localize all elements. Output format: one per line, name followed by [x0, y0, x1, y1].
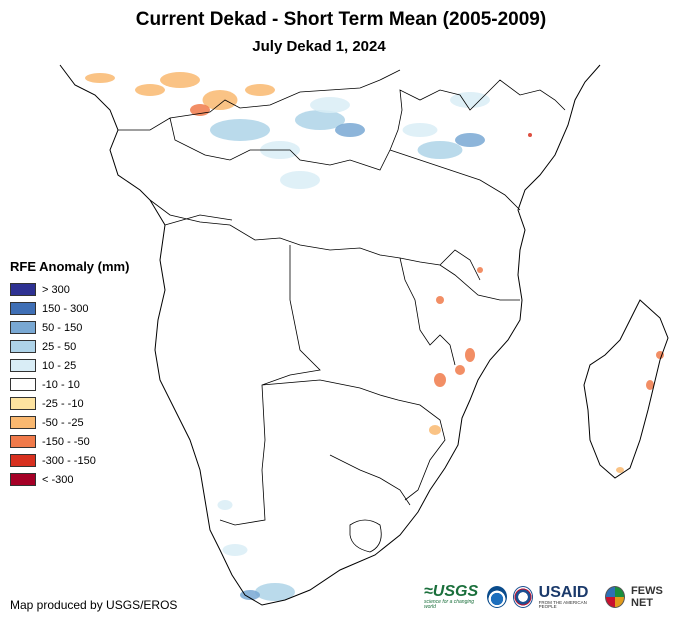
anomaly-patch	[245, 84, 275, 96]
anomaly-patch	[528, 133, 532, 137]
legend-swatch	[10, 302, 36, 315]
legend-item: 10 - 25	[10, 356, 129, 375]
legend-label: -50 - -25	[42, 416, 84, 429]
map-title: Current Dekad - Short Term Mean (2005-20…	[135, 9, 547, 30]
legend-label: 150 - 300	[42, 302, 89, 315]
anomaly-patch	[455, 365, 465, 375]
legend-swatch	[10, 397, 36, 410]
legend-item: -10 - 10	[10, 375, 129, 394]
usaid-seal-icon	[512, 586, 533, 608]
fews-net-seal-icon	[605, 586, 626, 608]
legend-title: RFE Anomaly (mm)	[10, 259, 130, 274]
legend-item: > 300	[10, 280, 129, 299]
anomaly-patch	[616, 467, 624, 473]
anomaly-patch	[646, 380, 654, 390]
anomaly-patch	[135, 84, 165, 96]
legend-label: 25 - 50	[42, 340, 77, 353]
legend-item: -25 - -10	[10, 394, 129, 413]
country-borders	[118, 69, 566, 553]
anomaly-patch	[450, 92, 490, 108]
anomaly-patch	[417, 141, 463, 159]
legend-swatch	[10, 378, 36, 391]
anomaly-patch	[85, 73, 115, 83]
usaid-tagline: FROM THE AMERICAN PEOPLE	[538, 599, 587, 609]
anomaly-patch	[429, 425, 441, 435]
legend-swatch	[10, 283, 36, 296]
legend-swatch	[10, 340, 36, 353]
legend-swatch	[10, 416, 36, 429]
anomaly-patch	[656, 351, 664, 359]
legend-swatch	[10, 435, 36, 448]
usaid-logo: USAID FROM THE AMERICAN PEOPLE	[538, 583, 599, 610]
anomaly-patch	[455, 133, 485, 147]
legend-label: 50 - 150	[42, 321, 83, 334]
legend-label: < -300	[42, 473, 74, 486]
anomaly-patch	[255, 583, 295, 601]
anomaly-patch	[280, 171, 320, 189]
legend-label: -25 - -10	[42, 397, 84, 410]
legend-label: -10 - 10	[42, 378, 80, 391]
credit-text: Map produced by USGS/EROS	[10, 598, 178, 612]
legend-label: -300 - -150	[42, 454, 96, 467]
anomaly-patch	[160, 72, 200, 88]
anomaly-patch	[477, 267, 483, 273]
anomaly-patch	[222, 544, 248, 556]
anomaly-patch	[402, 123, 438, 137]
anomaly-patch	[465, 348, 475, 362]
anomaly-patch	[240, 590, 260, 600]
legend-swatch	[10, 473, 36, 486]
anomaly-patch	[295, 110, 345, 130]
map-subtitle: July Dekad 1, 2024	[252, 38, 386, 55]
anomaly-patch	[310, 97, 350, 113]
anomaly-patch	[436, 296, 444, 304]
legend-label: 10 - 25	[42, 359, 77, 372]
legend: RFE Anomaly (mm) > 300 150 - 300 50 - 150 2…	[10, 259, 129, 489]
legend-item: -300 - -150	[10, 451, 129, 470]
anomaly-patches	[85, 72, 664, 601]
legend-item: -50 - -25	[10, 413, 129, 432]
fews-net-logo: FEWS NET	[631, 585, 663, 609]
noaa-logo-icon	[486, 586, 507, 608]
legend-item: 25 - 50	[10, 337, 129, 356]
anomaly-patch	[434, 373, 446, 387]
legend-swatch	[10, 321, 36, 334]
legend-items: > 300 150 - 300 50 - 150 25 - 50 10 - 25 -10 …	[10, 280, 129, 489]
usgs-logo: ≈USGS science for a changing world	[424, 584, 481, 610]
legend-swatch	[10, 454, 36, 467]
anomaly-patch	[217, 500, 233, 510]
legend-item: < -300	[10, 470, 129, 489]
usgs-logo-text: ≈USGS	[424, 583, 479, 600]
usaid-logo-text: USAID	[538, 583, 589, 601]
anomaly-patch	[202, 90, 238, 110]
legend-label: > 300	[42, 283, 70, 296]
anomaly-patch	[210, 119, 270, 141]
anomaly-patch	[335, 123, 365, 137]
coastline-mainland	[59, 64, 601, 606]
legend-item: 50 - 150	[10, 318, 129, 337]
usgs-tagline: science for a changing world	[424, 599, 475, 610]
legend-label: -150 - -50	[42, 435, 90, 448]
logo-strip: ≈USGS science for a changing world USAID…	[424, 584, 682, 610]
legend-item: -150 - -50	[10, 432, 129, 451]
legend-swatch	[10, 359, 36, 372]
madagascar-outline	[583, 299, 669, 479]
legend-item: 150 - 300	[10, 299, 129, 318]
